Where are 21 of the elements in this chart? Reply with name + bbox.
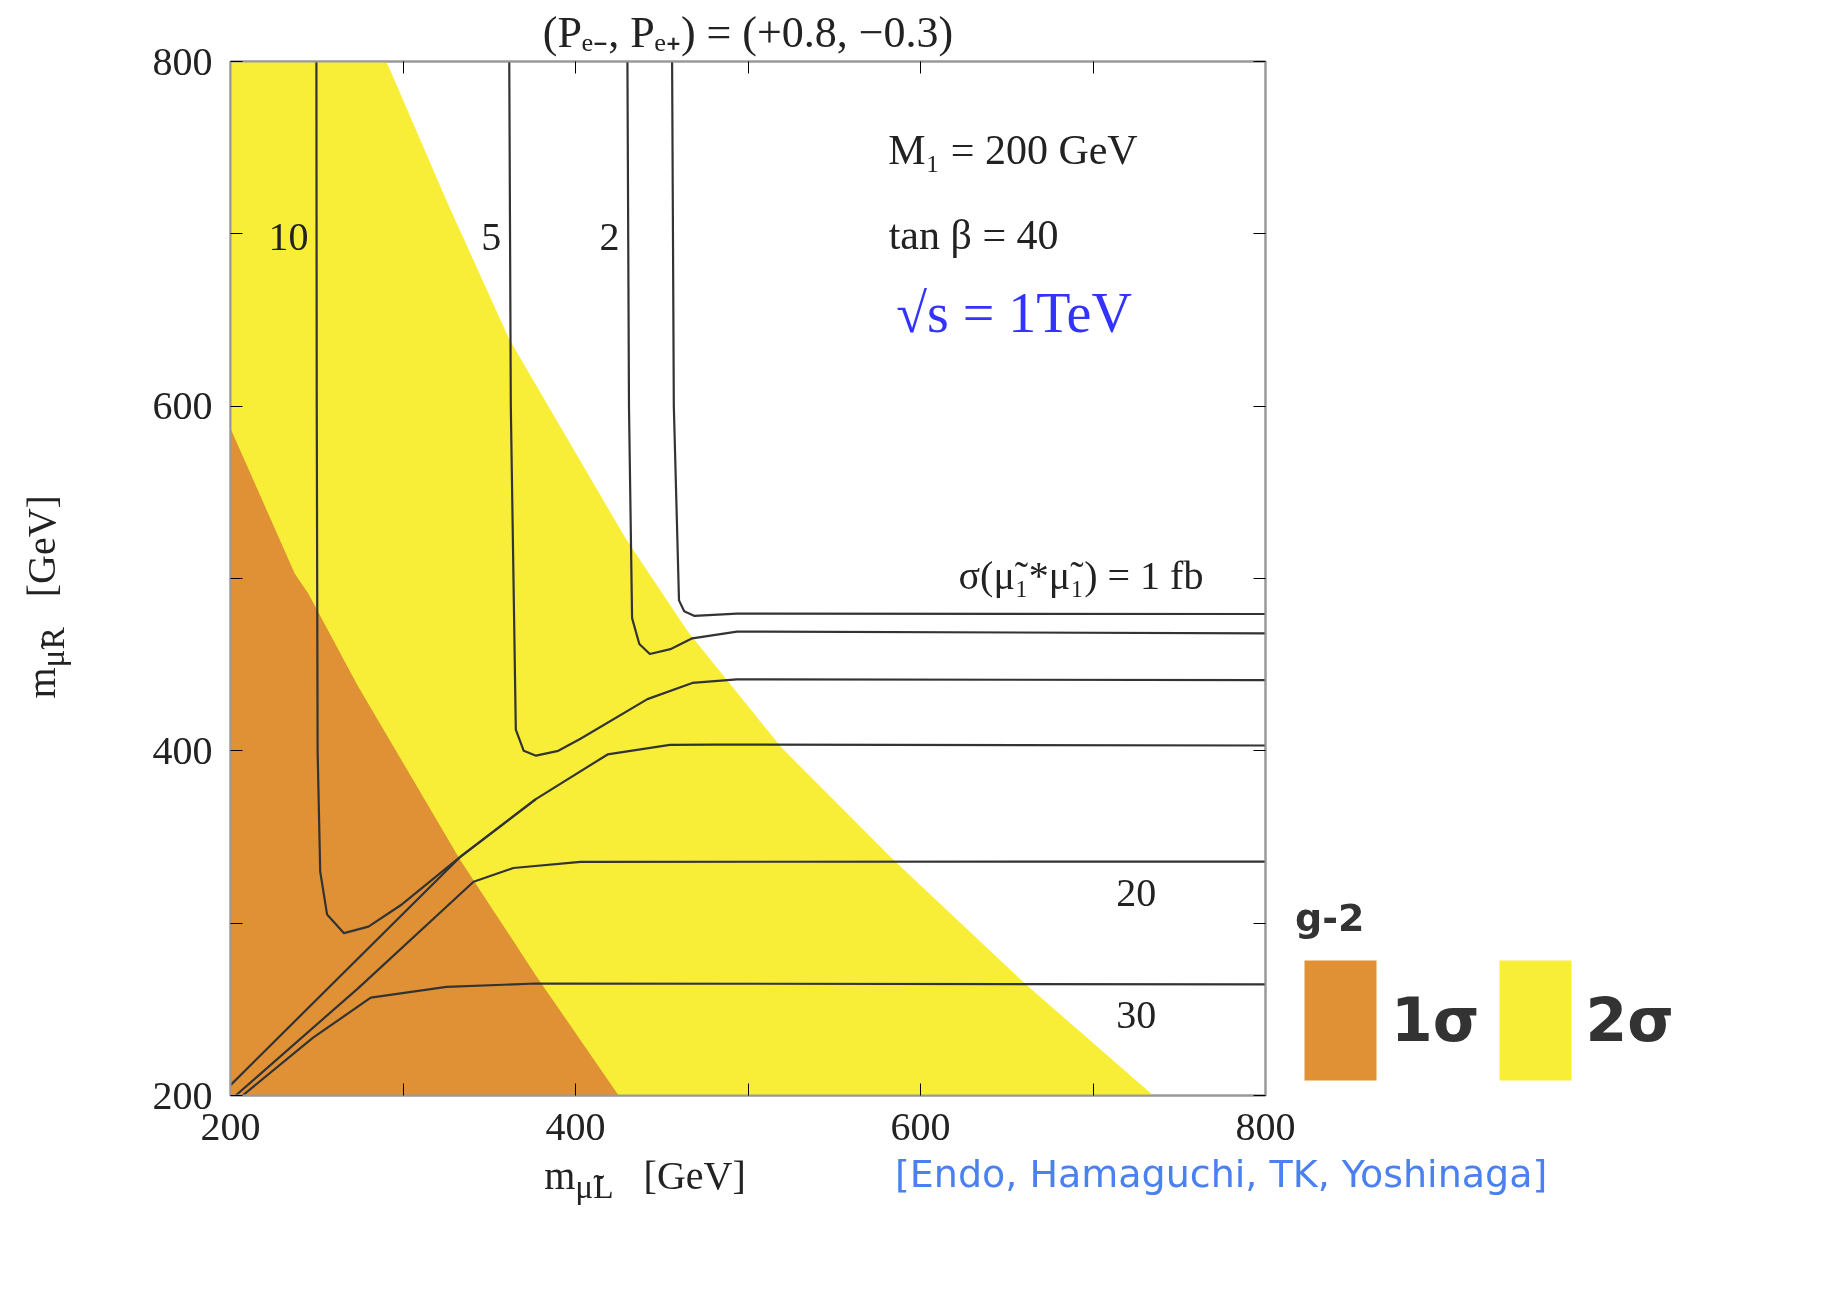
legend-title: g-2 [1295, 896, 1366, 940]
series-label: 10 [268, 214, 309, 260]
series-label: 30 [1116, 992, 1157, 1038]
series-label: 2 [599, 214, 620, 260]
legend-label: 1σ [1391, 985, 1480, 1055]
series-label: σ(μ̃₁*μ̃₁) = 1 fb [958, 553, 1204, 598]
annotation: tan β = 40 [888, 212, 1059, 259]
series-label: 5 [481, 214, 502, 260]
x-axis-title: m$_{μ̃L}$ [GeV] [544, 1152, 746, 1207]
y-tick-label: 400 [152, 727, 213, 773]
series-label: 20 [1116, 869, 1157, 915]
x-tick-label: 600 [890, 1103, 951, 1149]
x-tick-label: 400 [545, 1103, 606, 1149]
y-tick-label: 600 [152, 383, 213, 429]
chart-title: (Pₑ₋, Pₑ₊) = (+0.8, −0.3) [542, 7, 954, 57]
annotation: √s = 1TeV [896, 281, 1132, 344]
text: [Endo, Hamaguchi, TK, Yoshinaga] [895, 1151, 1548, 1198]
y-tick-label: 800 [152, 38, 213, 84]
x-tick-label: 800 [1235, 1103, 1296, 1149]
legend-label: 2σ [1585, 985, 1674, 1055]
annotation: M₁ = 200 GeV [888, 127, 1138, 174]
